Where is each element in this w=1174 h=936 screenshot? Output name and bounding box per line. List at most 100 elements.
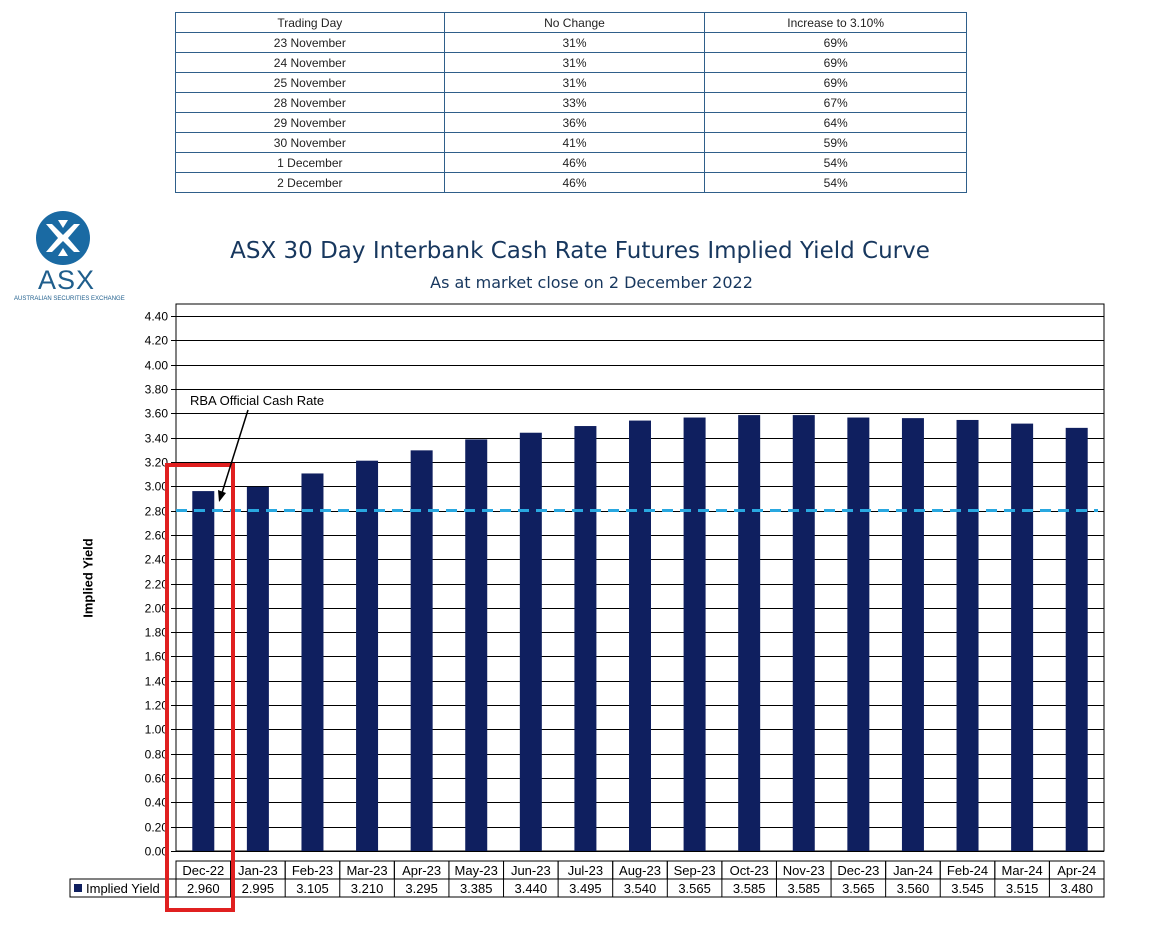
bar-jan-23: [246, 486, 269, 851]
table-row: 30 November 41% 59%: [175, 132, 967, 153]
x-tick-label: Mar-24: [1002, 863, 1043, 878]
bar-jul-23: [574, 426, 597, 851]
x-tick-label: Feb-23: [292, 863, 333, 878]
data-label: 3.540: [624, 881, 657, 896]
bar-jun-23: [519, 432, 542, 851]
table-row: 28 November 33% 67%: [175, 92, 967, 113]
y-tick-label: 3.60: [145, 407, 169, 421]
y-tick-label: 1.80: [145, 626, 169, 640]
y-tick-label: 0.60: [145, 772, 169, 786]
y-tick-label: 1.40: [145, 675, 169, 689]
bar-oct-23: [738, 415, 761, 851]
y-tick-label: 4.00: [145, 359, 169, 373]
x-tick-label: Apr-23: [402, 863, 441, 878]
y-tick-label: 3.40: [145, 432, 169, 446]
data-label: 3.585: [787, 881, 820, 896]
x-tick-label: Dec-23: [837, 863, 879, 878]
y-tick-label: 0.80: [145, 748, 169, 762]
asx-logo-icon: [36, 211, 90, 265]
y-tick-label: 2.60: [145, 529, 169, 543]
data-label: 3.545: [951, 881, 984, 896]
table-row: 23 November 31% 69%: [175, 32, 967, 53]
table-row: 29 November 36% 64%: [175, 112, 967, 133]
y-tick-label: 3.80: [145, 383, 169, 397]
logo-subtitle: AUSTRALIAN SECURITIES EXCHANGE: [14, 296, 125, 302]
y-tick-label: 3.20: [145, 456, 169, 470]
y-tick-label: 1.60: [145, 650, 169, 664]
bar-mar-24: [1011, 423, 1034, 851]
table-body: 23 November 31% 69% 24 November 31% 69% 25 Nov…: [175, 32, 967, 193]
y-tick-label: 0.20: [145, 821, 169, 835]
x-tick-label: Feb-24: [947, 863, 988, 878]
x-tick-label: Mar-23: [346, 863, 387, 878]
bar-dec-22: [192, 491, 215, 851]
y-tick-label: 1.20: [145, 699, 169, 713]
data-label: 3.385: [460, 881, 493, 896]
table-cell: 33%: [443, 92, 706, 113]
x-tick-label: Apr-24: [1057, 863, 1096, 878]
probability-table: Trading Day No Change Increase to 3.10% 23…: [175, 12, 967, 193]
y-tick-label: 4.20: [145, 334, 169, 348]
data-label: 3.480: [1060, 881, 1093, 896]
bar-mar-23: [356, 460, 379, 851]
annotation-label: RBA Official Cash Rate: [190, 393, 324, 408]
y-tick-label: 3.00: [145, 480, 169, 494]
y-tick-label: 1.00: [145, 723, 169, 737]
table-cell: 2 December: [175, 172, 445, 193]
chart-title-text: ASX 30 Day Interbank Cash Rate Futures I…: [230, 238, 930, 264]
table-cell: 46%: [443, 172, 706, 193]
table-row: 25 November 31% 69%: [175, 72, 967, 93]
data-label: 3.515: [1006, 881, 1039, 896]
bar-feb-23: [301, 473, 324, 851]
x-tick-label: Sep-23: [674, 863, 716, 878]
data-label: 3.560: [897, 881, 930, 896]
series-name-label: Implied Yield: [86, 881, 160, 896]
data-label: 3.565: [842, 881, 875, 896]
y-tick-label: 0.00: [145, 845, 169, 859]
y-tick-label: 4.40: [145, 310, 169, 324]
table-cell: 41%: [443, 132, 706, 153]
y-tick-label: 0.40: [145, 796, 169, 810]
chart-subtitle: As at market close on 2 December 2022: [430, 273, 753, 292]
bar-jan-24: [901, 418, 924, 851]
data-label: 3.295: [405, 881, 438, 896]
data-label: 3.440: [515, 881, 548, 896]
table-cell: 31%: [443, 32, 706, 53]
annotation-arrow-line: [220, 409, 249, 497]
x-tick-label: Jun-23: [511, 863, 551, 878]
data-label: 3.210: [351, 881, 384, 896]
bar-nov-23: [792, 415, 815, 851]
data-label: 2.960: [187, 881, 220, 896]
x-tick-label: Aug-23: [619, 863, 661, 878]
x-tick-label: Jan-24: [893, 863, 933, 878]
x-tick-label: May-23: [455, 863, 498, 878]
logo-text: ASX: [38, 265, 96, 295]
table-cell: 28 November: [175, 92, 445, 113]
table-cell: 64%: [704, 112, 967, 133]
table-row: 2 December 46% 54%: [175, 172, 967, 193]
data-label: 3.105: [296, 881, 329, 896]
bar-sep-23: [683, 417, 706, 851]
bar-dec-23: [847, 417, 870, 851]
x-tick-label: Dec-22: [182, 863, 224, 878]
x-tick-label: Nov-23: [783, 863, 825, 878]
legend-swatch: [74, 884, 82, 892]
bar-may-23: [465, 439, 488, 851]
data-label: 3.585: [733, 881, 766, 896]
data-label: 2.995: [242, 881, 275, 896]
annotation-arrow-head: [218, 490, 226, 502]
table-cell: 54%: [704, 172, 967, 193]
data-label: 3.565: [678, 881, 711, 896]
x-tick-label: Jan-23: [238, 863, 278, 878]
y-tick-label: 2.40: [145, 553, 169, 567]
table-row: 1 December 46% 54%: [175, 152, 967, 173]
highlight-box: [165, 463, 235, 912]
bar-apr-23: [410, 450, 433, 851]
data-table-value-row: [69, 878, 1105, 898]
y-tick-label: 2.80: [145, 505, 169, 519]
bar-aug-23: [629, 420, 651, 851]
bar-apr-24: [1065, 427, 1088, 851]
y-tick-label: 2.00: [145, 602, 169, 616]
x-tick-label: Oct-23: [730, 863, 769, 878]
